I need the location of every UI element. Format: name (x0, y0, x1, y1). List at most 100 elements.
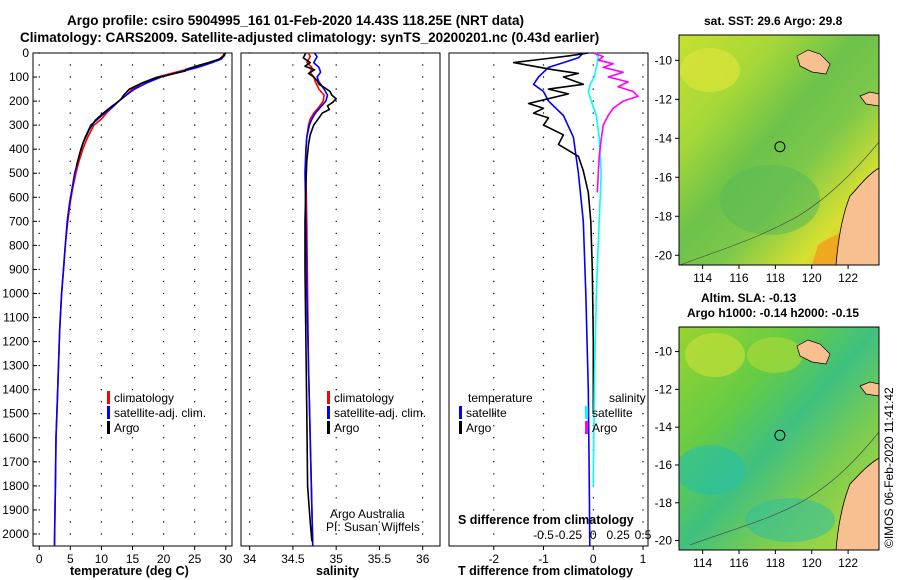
sla-map-frame (678, 326, 880, 551)
grid-dot (493, 521, 495, 523)
grid-dot (378, 340, 381, 343)
grid-dot (642, 112, 644, 114)
grid-dot (493, 364, 495, 367)
grid-dot (69, 280, 72, 283)
grid-dot (194, 340, 196, 343)
grid-dot (335, 184, 337, 186)
grid-dot (493, 64, 495, 66)
grid-dot (592, 232, 594, 235)
grid-dot (542, 389, 545, 391)
sst-map-title: sat. SST: 29.6 Argo: 29.8 (704, 14, 843, 28)
grid-dot (100, 304, 103, 307)
grid-dot (335, 220, 337, 222)
grid-dot (249, 100, 251, 102)
grid-dot (422, 136, 424, 138)
grid-dot (249, 232, 251, 235)
grid-dot (493, 184, 495, 186)
grid-dot (292, 437, 294, 439)
grid-dot (542, 244, 545, 247)
grid-dot (493, 352, 495, 355)
grid-dot (38, 377, 40, 379)
grid-dot (225, 533, 227, 535)
legend-label-s-satellite: satellite (592, 406, 633, 420)
grid-dot (422, 340, 424, 343)
s-difference-axis-ticks: -0.5 -0.25 0 0.25 0.5 (533, 528, 652, 542)
grid-dot (162, 148, 165, 150)
map-lat-label: -16 (655, 170, 673, 184)
grid-dot (592, 196, 594, 198)
sla-map-title-line-2: Argo h1000: -0.14 h2000: -0.15 (687, 306, 859, 320)
grid-dot (249, 88, 251, 90)
grid-dot (162, 377, 165, 379)
grid-dot (38, 172, 40, 174)
grid-dot (100, 316, 103, 319)
grid-dot (249, 292, 251, 295)
grid-dot (38, 364, 40, 367)
grid-dot (335, 401, 337, 403)
grid-dot (378, 461, 381, 463)
grid-dot (131, 401, 134, 403)
legend-swatch-argo (327, 421, 330, 434)
legend-label-s-argo: Argo (592, 421, 618, 435)
grid-dot (100, 256, 103, 259)
grid-dot (249, 64, 251, 66)
grid-dot (225, 88, 227, 90)
grid-dot (69, 352, 72, 355)
grid-dot (335, 389, 337, 391)
grid-dot (378, 220, 381, 222)
grid-dot (131, 280, 134, 283)
grid-dot (225, 148, 227, 150)
grid-dot (292, 292, 294, 295)
map-lat-label: -12 (655, 382, 673, 396)
grid-dot (592, 100, 594, 102)
sst-argo-position-marker (774, 141, 786, 153)
grid-dot (249, 425, 251, 427)
grid-dot (225, 328, 227, 331)
grid-dot (542, 256, 545, 259)
grid-dot (642, 76, 644, 78)
grid-dot (542, 220, 545, 222)
imos-credit: ©IMOS 06-Feb-2020 11:41:42 (882, 387, 896, 548)
x-tick-label: 34 (243, 552, 257, 566)
grid-dot (249, 244, 251, 247)
grid-dot (225, 220, 227, 222)
grid-dot (378, 449, 381, 451)
x-tick-label: 35 (329, 552, 343, 566)
grid-dot (38, 304, 40, 307)
x-tick-label: 5 (67, 552, 74, 566)
grid-dot (292, 124, 294, 126)
sst-australia-coast (835, 167, 879, 265)
grid-dot (69, 160, 72, 162)
grid-dot (335, 521, 337, 523)
grid-dot (542, 160, 545, 162)
grid-dot (592, 88, 594, 90)
temperature-panel-frame (32, 52, 233, 547)
grid-dot (249, 521, 251, 523)
grid-dot (69, 377, 72, 379)
grid-dot (194, 509, 196, 511)
grid-dot (642, 268, 644, 271)
grid-dot (642, 449, 644, 451)
grid-dot (542, 437, 545, 439)
grid-dot (422, 401, 424, 403)
legend-header-salinity: salinity (609, 391, 646, 405)
grid-dot (292, 280, 294, 283)
grid-dot (292, 76, 294, 78)
grid-dot (225, 449, 227, 451)
map-lat-label: -18 (655, 496, 673, 510)
grid-dot (292, 184, 294, 186)
grid-dot (38, 160, 40, 162)
grid-dot (592, 64, 594, 66)
grid-dot (69, 244, 72, 247)
grid-dot (378, 244, 381, 247)
grid-dot (100, 497, 103, 499)
grid-dot (292, 172, 294, 174)
grid-dot (642, 364, 644, 367)
grid-dot (378, 196, 381, 198)
grid-dot (249, 509, 251, 511)
grid-dot (225, 64, 227, 66)
grid-dot (38, 184, 40, 186)
grid-dot (378, 364, 381, 367)
grid-dot (378, 401, 381, 403)
grid-dot (131, 292, 134, 295)
